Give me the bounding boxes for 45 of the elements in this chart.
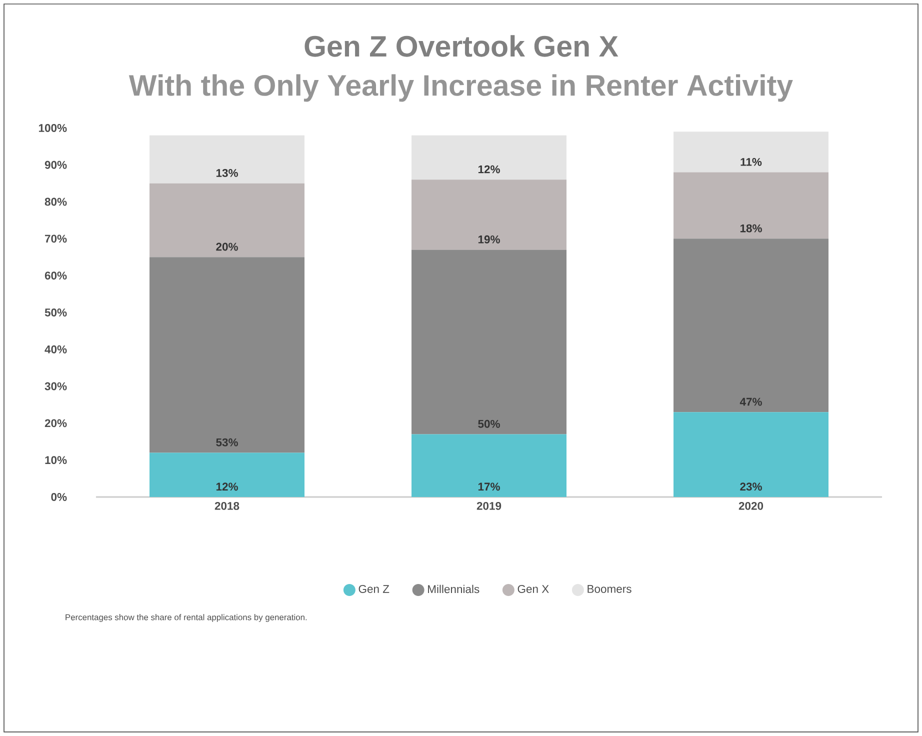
y-tick-label: 100% <box>38 124 67 132</box>
y-tick-label: 0% <box>51 493 67 501</box>
data-label: 53% <box>216 438 238 446</box>
chart-title: Gen Z Overtook Gen X <box>304 35 618 57</box>
chart-subtitle: With the Only Yearly Increase in Renter Activity <box>128 74 793 102</box>
bar <box>412 180 566 250</box>
y-tick-label: 40% <box>44 345 67 354</box>
text: Percentages show the share of rental applications by generation. <box>66 614 307 622</box>
legend-label: Millennials <box>428 584 480 594</box>
y-tick-label: 80% <box>44 198 67 206</box>
data-label: 12% <box>478 165 500 174</box>
bar <box>674 412 828 497</box>
bar <box>150 135 304 184</box>
legend-label: Gen X <box>518 584 549 593</box>
y-tick-label: 50% <box>44 308 67 316</box>
bar <box>150 183 304 258</box>
y-tick-label: 70% <box>45 234 67 243</box>
data-label: 18% <box>740 224 762 232</box>
x-tick-label: 2018 <box>214 502 240 510</box>
bar <box>412 135 566 180</box>
data-label: 19% <box>478 235 500 244</box>
y-tick-label: 10% <box>45 456 67 464</box>
y-tick-label: 20% <box>44 419 67 428</box>
data-label: 12% <box>216 482 238 491</box>
bar <box>674 132 828 172</box>
bar <box>412 250 566 434</box>
data-label: 23% <box>740 482 762 491</box>
data-label: 13% <box>216 168 238 177</box>
bar <box>150 452 304 497</box>
y-tick-label: 90% <box>44 160 67 169</box>
legend-label: Gen Z <box>358 584 390 593</box>
y-tick-label: 60% <box>44 272 67 280</box>
y-tick-label: 30% <box>44 382 67 390</box>
data-label: 20% <box>216 242 238 251</box>
x-tick-label: 2020 <box>738 502 764 510</box>
bar <box>412 434 566 497</box>
bar <box>674 238 828 412</box>
data-label: 17% <box>478 482 500 491</box>
data-label: 50% <box>478 420 500 428</box>
legend-label: Boomers <box>588 585 632 593</box>
bar <box>674 172 828 239</box>
data-label: 47% <box>740 398 762 406</box>
bar <box>150 257 304 453</box>
x-tick-label: 2019 <box>476 502 502 510</box>
data-label: 11% <box>740 158 762 166</box>
